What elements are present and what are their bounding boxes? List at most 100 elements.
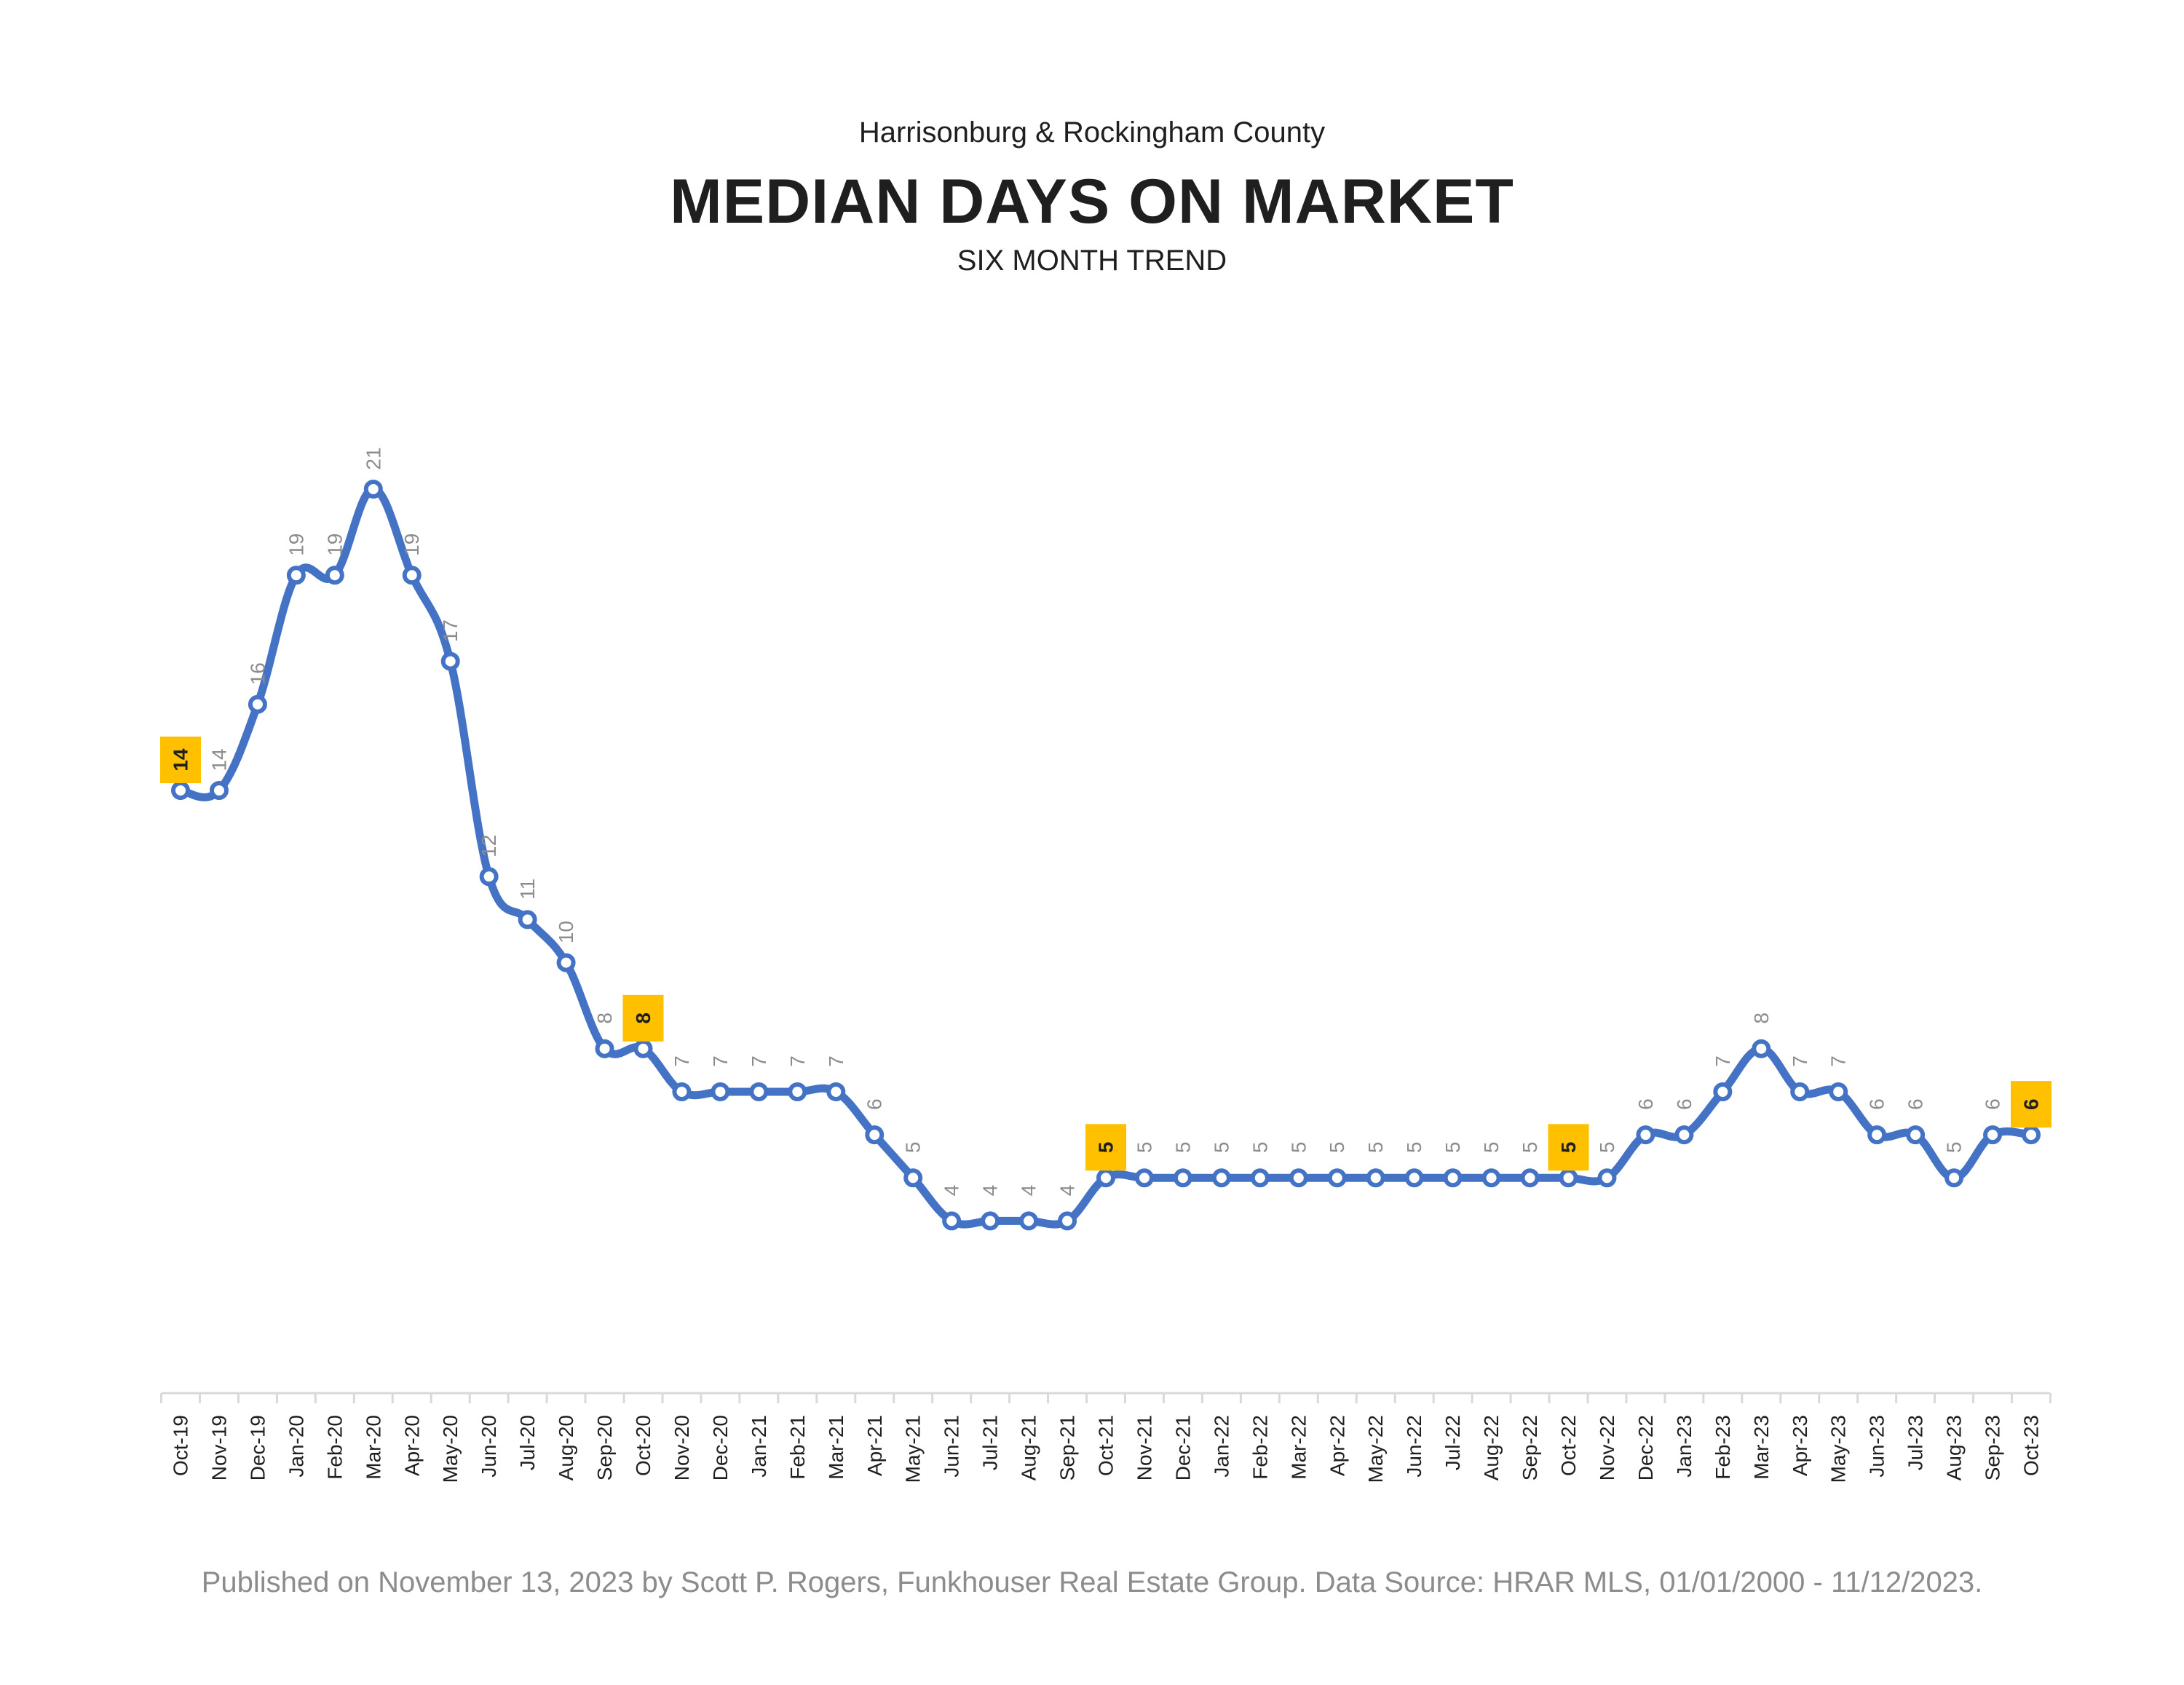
data-point [1404, 1168, 1424, 1188]
data-label: 6 [1904, 1098, 1927, 1110]
x-tick-label: Feb-21 [786, 1415, 809, 1480]
x-tick-label: Sep-20 [593, 1415, 616, 1480]
highlight-data-label: 5 [1095, 1141, 1117, 1153]
data-point [1674, 1125, 1694, 1145]
data-label: 16 [246, 662, 269, 685]
x-tick-label: Sep-23 [1982, 1415, 2004, 1480]
data-point [1289, 1168, 1308, 1188]
data-label: 19 [285, 534, 307, 556]
data-point [1366, 1168, 1385, 1188]
data-point [2022, 1125, 2041, 1145]
data-label: 4 [979, 1185, 1002, 1197]
data-point [595, 1039, 614, 1058]
data-point [518, 910, 537, 929]
data-label: 19 [323, 534, 346, 556]
x-tick-label: May-22 [1364, 1415, 1387, 1483]
x-tick-label: Oct-21 [1095, 1415, 1117, 1476]
x-tick-label: Oct-19 [170, 1415, 192, 1476]
data-point [1134, 1168, 1154, 1188]
data-point [1867, 1125, 1887, 1145]
data-label: 6 [863, 1098, 886, 1110]
data-point [556, 953, 576, 972]
data-point [788, 1082, 807, 1101]
data-label: 5 [1943, 1141, 1966, 1153]
data-point [1250, 1168, 1270, 1188]
data-point [171, 781, 190, 800]
data-label: 5 [1171, 1141, 1194, 1153]
data-point [1713, 1082, 1733, 1101]
x-tick-label: Dec-19 [246, 1415, 269, 1480]
data-point [325, 566, 344, 585]
chart-subtitle: Harrisonburg & Rockingham County [858, 116, 1326, 148]
data-label: 7 [748, 1055, 770, 1067]
x-tick-label: Jul-22 [1441, 1415, 1464, 1470]
data-label: 5 [1441, 1141, 1464, 1153]
data-point [1983, 1125, 2003, 1145]
data-point [1327, 1168, 1347, 1188]
data-label: 7 [1712, 1055, 1734, 1067]
data-label: 10 [555, 921, 577, 943]
highlight-data-label: 5 [1557, 1141, 1580, 1153]
data-point [1636, 1125, 1655, 1145]
data-point [286, 566, 306, 585]
data-point [1481, 1168, 1501, 1188]
x-tick-label: Sep-21 [1056, 1415, 1079, 1480]
data-label: 7 [709, 1055, 732, 1067]
data-point [1597, 1168, 1617, 1188]
data-point [1829, 1082, 1848, 1101]
x-tick-label: Jun-20 [478, 1415, 500, 1478]
x-tick-label: Feb-22 [1249, 1415, 1271, 1480]
x-tick-label: May-23 [1827, 1415, 1850, 1483]
data-label: 12 [478, 835, 500, 857]
x-tick-label: Aug-23 [1943, 1415, 1966, 1480]
data-label: 7 [825, 1055, 847, 1067]
data-label: 5 [902, 1141, 925, 1153]
data-label: 7 [1789, 1055, 1811, 1067]
data-point [981, 1211, 1000, 1231]
x-tick-label: May-20 [439, 1415, 462, 1483]
data-point [209, 781, 229, 800]
data-label: 5 [1249, 1141, 1271, 1153]
x-tick-label: Nov-22 [1596, 1415, 1618, 1480]
data-point [479, 867, 499, 887]
data-point [1752, 1039, 1771, 1058]
data-label: 4 [941, 1185, 963, 1197]
data-label: 6 [1634, 1098, 1657, 1110]
data-point [1520, 1168, 1540, 1188]
data-label: 4 [1018, 1185, 1040, 1197]
data-label: 6 [1982, 1098, 2004, 1110]
x-tick-label: Apr-22 [1326, 1415, 1348, 1476]
data-point [1096, 1168, 1115, 1188]
x-tick-label: Mar-23 [1750, 1415, 1773, 1480]
x-tick-label: Apr-21 [863, 1415, 886, 1476]
data-point [749, 1082, 769, 1101]
data-label: 19 [400, 534, 423, 556]
data-point [1211, 1168, 1231, 1188]
data-label: 6 [1673, 1098, 1696, 1110]
x-tick-label: Jan-21 [748, 1415, 770, 1478]
data-point [1906, 1125, 1926, 1145]
data-label: 5 [1519, 1141, 1541, 1153]
data-label: 21 [362, 447, 384, 469]
data-point [711, 1082, 730, 1101]
x-tick-label: Jun-22 [1403, 1415, 1425, 1478]
data-point [865, 1125, 885, 1145]
data-point [1058, 1211, 1077, 1231]
data-label: 5 [1326, 1141, 1348, 1153]
x-tick-label: Oct-23 [2020, 1415, 2043, 1476]
x-tick-label: Jan-22 [1210, 1415, 1233, 1478]
data-point [440, 651, 460, 671]
x-tick-label: Jul-21 [979, 1415, 1002, 1470]
data-point [633, 1039, 653, 1058]
x-tick-label: Jan-20 [285, 1415, 307, 1478]
highlight-data-label: 6 [2020, 1098, 2043, 1110]
x-tick-label: Sep-22 [1519, 1415, 1541, 1480]
x-tick-label: Aug-22 [1480, 1415, 1503, 1480]
x-tick-label: Nov-21 [1133, 1415, 1155, 1480]
x-tick-label: Jul-20 [516, 1415, 539, 1470]
data-point [826, 1082, 846, 1101]
x-tick-label: Mar-20 [362, 1415, 384, 1480]
x-tick-label: May-21 [902, 1415, 925, 1483]
data-label: 5 [1287, 1141, 1310, 1153]
